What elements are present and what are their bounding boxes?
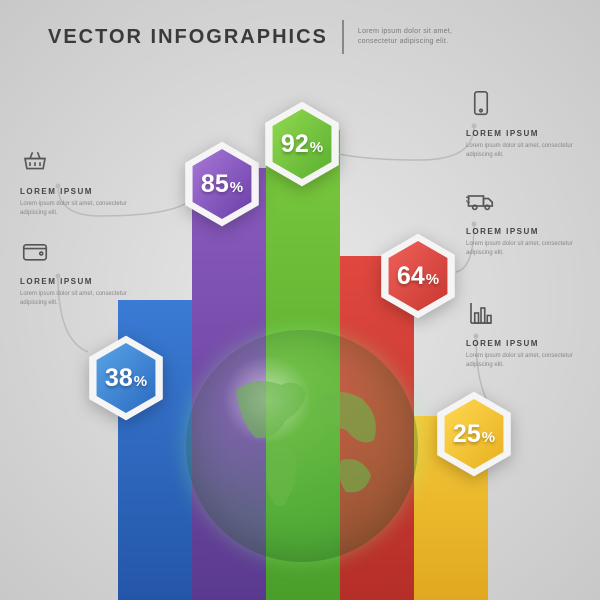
callout-phone: LOREM IPSUM Lorem ipsum dolor sit amet, … bbox=[466, 88, 591, 160]
callout-title: LOREM IPSUM bbox=[466, 227, 591, 236]
percent-icon: % bbox=[134, 373, 147, 390]
chart-icon bbox=[466, 298, 496, 328]
callout-desc: Lorem ipsum dolor sit amet, consectetur … bbox=[20, 290, 145, 308]
hex-blue-value: 38 bbox=[105, 364, 133, 393]
wallet-icon bbox=[20, 236, 50, 266]
callout-title: LOREM IPSUM bbox=[20, 277, 145, 286]
hex-purple: 85% bbox=[176, 138, 268, 230]
callout-title: LOREM IPSUM bbox=[20, 187, 145, 196]
callout-desc: Lorem ipsum dolor sit amet, consectetur … bbox=[466, 352, 591, 370]
callout-desc: Lorem ipsum dolor sit amet, consectetur … bbox=[20, 200, 145, 218]
callout-basket: LOREM IPSUM Lorem ipsum dolor sit amet, … bbox=[20, 146, 145, 218]
percent-icon: % bbox=[310, 139, 323, 156]
percent-icon: % bbox=[426, 271, 439, 288]
callout-desc: Lorem ipsum dolor sit amet, consectetur … bbox=[466, 240, 591, 258]
basket-icon bbox=[20, 146, 50, 176]
hex-purple-value: 85 bbox=[201, 170, 229, 199]
phone-icon bbox=[466, 88, 496, 118]
callout-desc: Lorem ipsum dolor sit amet, consectetur … bbox=[466, 142, 591, 160]
callout-title: LOREM IPSUM bbox=[466, 339, 591, 348]
hex-green-value: 92 bbox=[281, 130, 309, 159]
hex-red-value: 64 bbox=[397, 262, 425, 291]
callout-chart: LOREM IPSUM Lorem ipsum dolor sit amet, … bbox=[466, 298, 591, 370]
callout-truck: LOREM IPSUM Lorem ipsum dolor sit amet, … bbox=[466, 186, 591, 258]
callout-wallet: LOREM IPSUM Lorem ipsum dolor sit amet, … bbox=[20, 236, 145, 308]
globe-continents bbox=[186, 330, 418, 562]
hex-red: 64% bbox=[372, 230, 464, 322]
hex-blue: 38% bbox=[80, 332, 172, 424]
hex-yellow-value: 25 bbox=[453, 420, 481, 449]
truck-icon bbox=[466, 186, 496, 216]
percent-icon: % bbox=[230, 179, 243, 196]
callout-title: LOREM IPSUM bbox=[466, 129, 591, 138]
infographic-stage: VECTOR INFOGRAPHICS Lorem ipsum dolor si… bbox=[0, 0, 600, 600]
globe bbox=[186, 330, 418, 562]
percent-icon: % bbox=[482, 429, 495, 446]
hex-yellow: 25% bbox=[428, 388, 520, 480]
hex-green: 92% bbox=[256, 98, 348, 190]
